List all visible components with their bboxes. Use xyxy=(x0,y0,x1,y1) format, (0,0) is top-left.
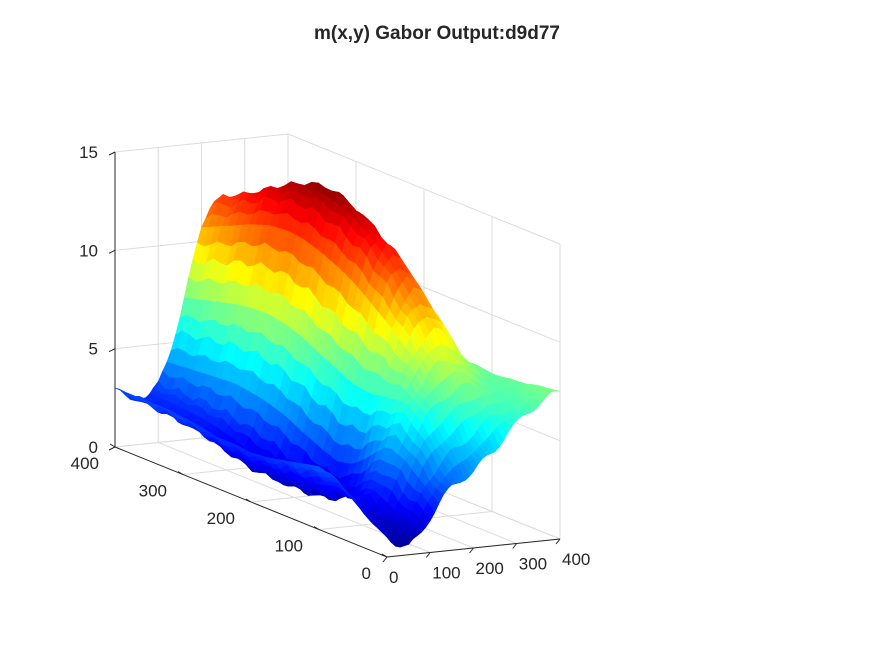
x-tick-label: 400 xyxy=(562,550,590,569)
axes-lines xyxy=(108,151,561,563)
z-tick-label: 0 xyxy=(89,438,98,457)
x-tick-mark xyxy=(382,556,388,563)
surface-patch xyxy=(379,530,392,543)
y-tick-label: 300 xyxy=(139,482,167,501)
x-tick-mark xyxy=(425,552,431,558)
x-tick-label: 300 xyxy=(519,555,547,574)
y-tick-mark xyxy=(313,526,320,530)
y-tick-mark xyxy=(381,553,388,558)
z-tick-label: 15 xyxy=(79,143,98,162)
z-tick-mark xyxy=(108,348,116,353)
y-tick-label: 400 xyxy=(71,454,99,473)
y-tick-label: 0 xyxy=(362,564,371,583)
surface-plot xyxy=(114,181,561,548)
y-tick-label: 200 xyxy=(207,509,235,528)
x-tick-mark xyxy=(555,538,561,545)
y-tick-mark xyxy=(245,498,252,503)
x-tick-mark xyxy=(512,543,518,549)
z-tick-mark xyxy=(108,446,116,451)
grid-line xyxy=(287,133,561,245)
z-tick-mark xyxy=(108,249,116,254)
x-tick-label: 200 xyxy=(476,559,504,578)
y-tick-mark xyxy=(177,471,184,475)
z-tick-label: 5 xyxy=(89,340,98,359)
z-tick-label: 10 xyxy=(79,241,98,260)
y-tick-mark xyxy=(109,443,116,448)
x-tick-label: 100 xyxy=(432,564,460,583)
x-tick-label: 0 xyxy=(389,568,398,587)
y-tick-label: 100 xyxy=(275,537,303,556)
grid-line xyxy=(114,133,289,153)
chart-title: m(x,y) Gabor Output:d9d77 xyxy=(314,23,560,44)
z-tick-mark xyxy=(108,151,116,156)
x-tick-mark xyxy=(469,547,474,554)
